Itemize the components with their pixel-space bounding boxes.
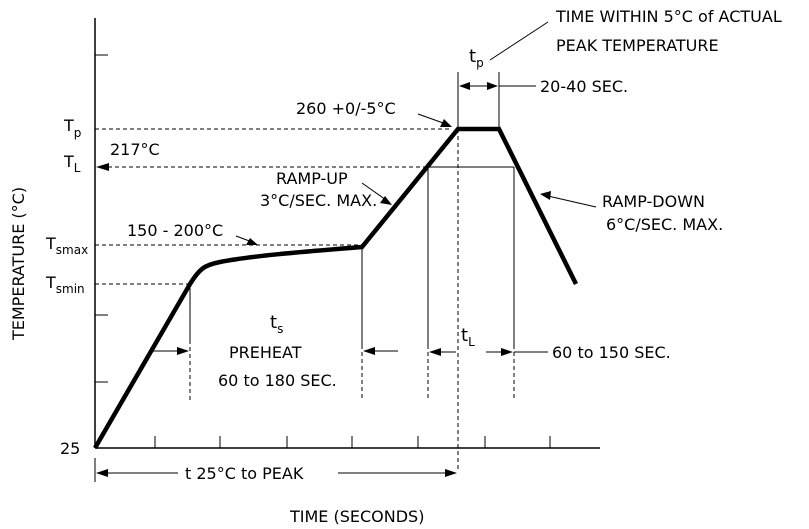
preheat-line1: PREHEAT <box>229 343 302 362</box>
ylabel-tl: TL <box>63 152 81 175</box>
t25-arrowhead-left <box>96 469 108 477</box>
ylabel-start: 25 <box>60 439 80 458</box>
y-ticks <box>95 54 108 383</box>
peak-note-line1: TIME WITHIN 5°C of ACTUAL <box>555 7 782 26</box>
ramp-down-line1: RAMP-DOWN <box>602 192 705 211</box>
ts-arrowhead-right <box>363 347 375 355</box>
tp-label: tp <box>469 46 484 70</box>
y-axis-title: TEMPERATURE (°C) <box>9 187 28 341</box>
preheat-range-arrowhead <box>246 238 258 245</box>
ylabel-tsmax: Tsmax <box>45 234 88 257</box>
ramp-down-arrow-line <box>547 195 597 208</box>
tp-duration-label: 20-40 SEC. <box>540 77 628 96</box>
peak-temp-arrowhead <box>440 119 452 127</box>
t25-label: t 25°C to PEAK <box>185 464 304 483</box>
x-axis-title: TIME (SECONDS) <box>289 507 424 526</box>
x-ticks <box>154 436 551 448</box>
t25-arrowhead-right <box>445 469 457 477</box>
tl-arrowhead-right <box>501 348 513 356</box>
preheat-range-label: 150 - 200°C <box>127 221 223 240</box>
ramp-down-arrowhead <box>540 191 551 200</box>
tl-arrowhead <box>96 163 109 171</box>
ramp-up-line1: RAMP-UP <box>276 169 348 188</box>
reflow-profile-curve <box>93 126 579 450</box>
ts-arrowhead-left <box>177 347 189 355</box>
peak-temp-arrow-line <box>417 113 447 125</box>
peak-note-leader <box>489 21 549 61</box>
ylabel-tp: Tp <box>63 116 81 140</box>
peak-temp-label: 260 +0/-5°C <box>296 99 396 118</box>
preheat-line2: 60 to 180 SEC. <box>218 371 337 390</box>
tp-arrowhead-right <box>487 82 498 90</box>
tl-value-label: 217°C <box>110 140 160 159</box>
ramp-down-line2: 6°C/SEC. MAX. <box>606 215 723 234</box>
ramp-up-arrow-line <box>361 182 387 201</box>
ts-label: ts <box>270 312 283 336</box>
ramp-up-line2: 3°C/SEC. MAX. <box>260 191 377 210</box>
tp-arrowhead-left <box>459 82 470 90</box>
tl-arrowhead-left <box>429 348 441 356</box>
ramp-up-arrowhead <box>380 196 392 205</box>
peak-note-line2: PEAK TEMPERATURE <box>556 36 719 55</box>
ylabel-tsmin: Tsmin <box>45 273 85 296</box>
tl-duration-label: 60 to 150 SEC. <box>552 343 671 362</box>
tl-label: tL <box>461 325 475 349</box>
